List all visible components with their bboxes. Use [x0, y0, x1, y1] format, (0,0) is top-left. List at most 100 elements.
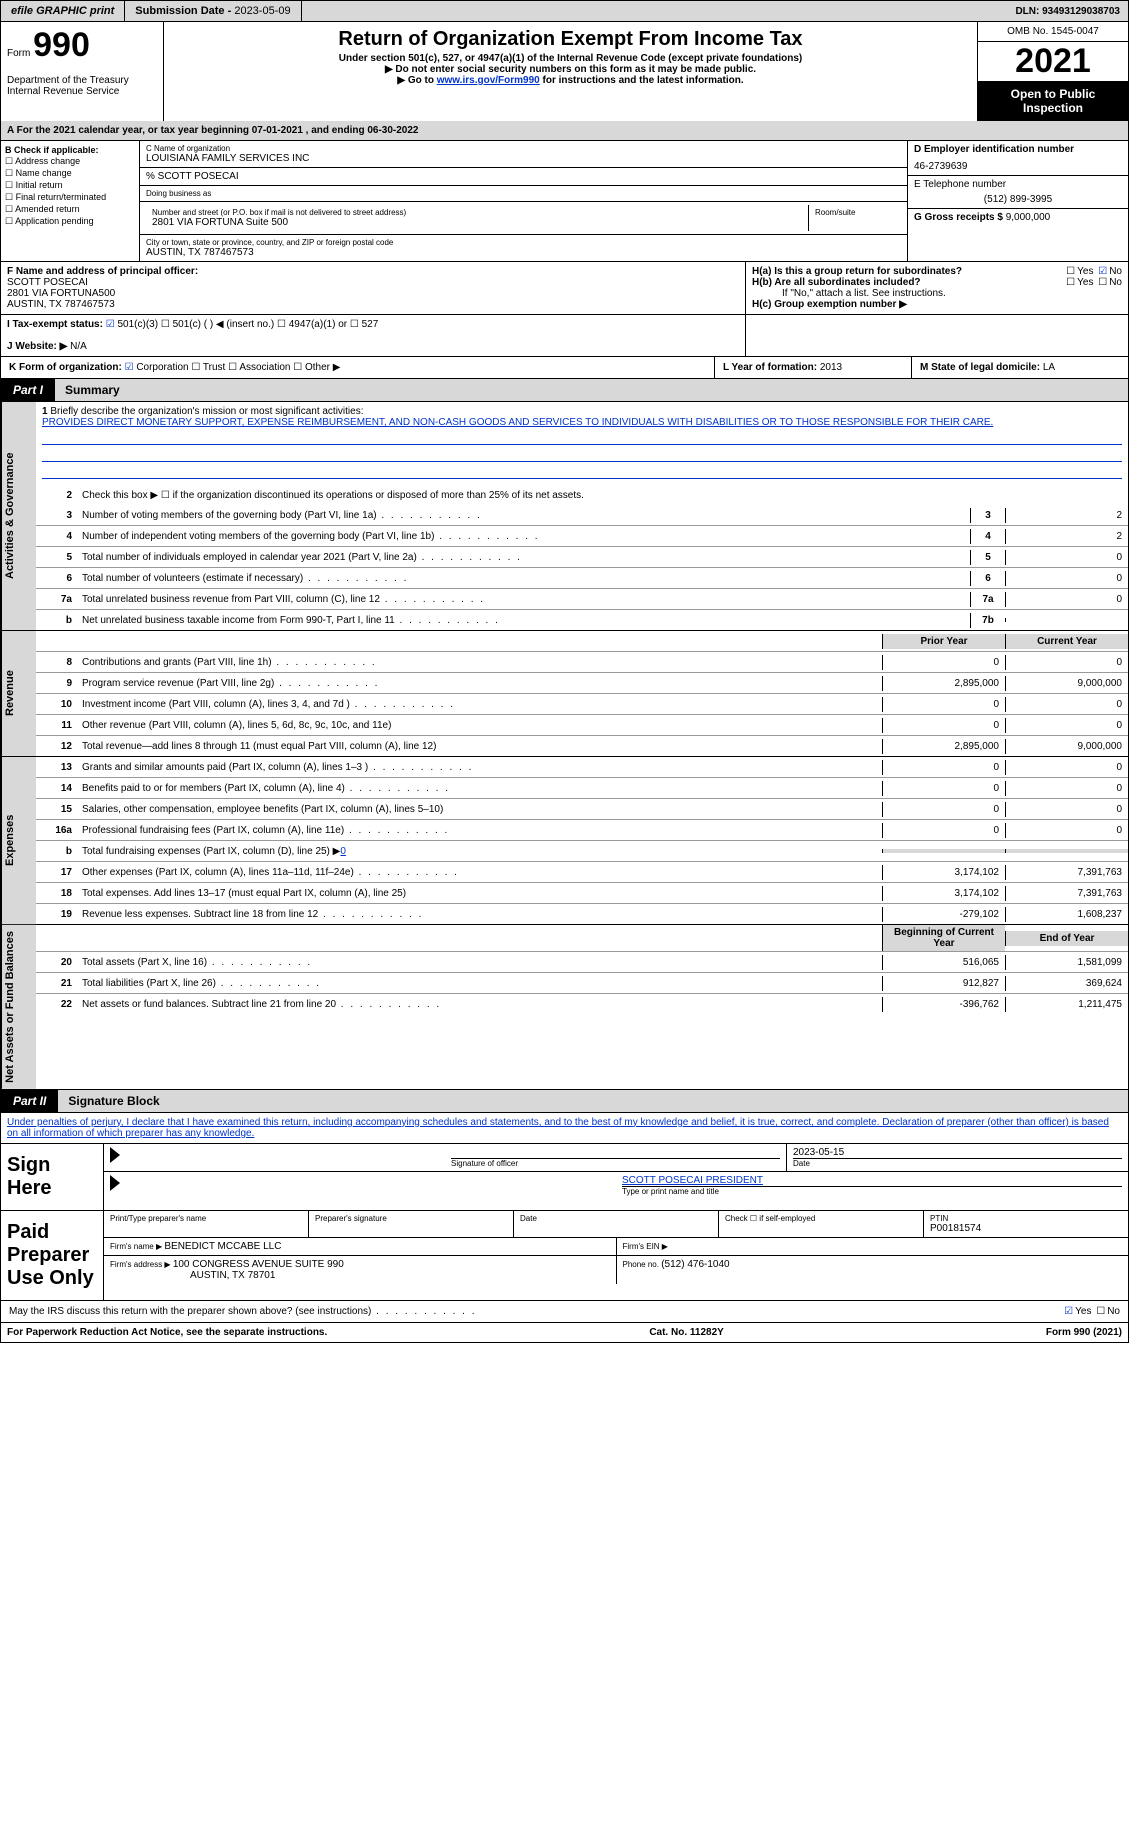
addr-value: 2801 VIA FORTUNA Suite 500	[152, 217, 802, 228]
check-final-return[interactable]: Final return/terminated	[5, 192, 135, 203]
open-to-public: Open to Public Inspection	[978, 81, 1128, 121]
dba-label: Doing business as	[146, 189, 901, 198]
firm-phone-label: Phone no.	[623, 1260, 662, 1269]
firm-ein-label: Firm's EIN ▶	[623, 1242, 668, 1251]
section-c: C Name of organization LOUISIANA FAMILY …	[140, 141, 907, 261]
top-toolbar: efile GRAPHIC print Submission Date - 20…	[0, 0, 1129, 22]
dln-box: DLN: 93493129038703	[1007, 2, 1128, 21]
part2-header: Part II Signature Block	[0, 1090, 1129, 1113]
form-word: Form	[7, 48, 30, 59]
section-k: K Form of organization: Corporation Trus…	[1, 357, 715, 378]
form-ref: Form 990 (2021)	[1046, 1327, 1122, 1338]
officer-addr1: 2801 VIA FORTUNA500	[7, 288, 115, 299]
line12-desc: Total revenue—add lines 8 through 11 (mu…	[78, 739, 882, 754]
net-assets-section: Net Assets or Fund Balances Beginning of…	[0, 925, 1129, 1090]
section-h-cont	[746, 315, 1128, 356]
city-label: City or town, state or province, country…	[146, 238, 901, 247]
self-employed-label[interactable]: Check ☐ if self-employed	[725, 1214, 917, 1223]
line11-desc: Other revenue (Part VIII, column (A), li…	[78, 718, 882, 733]
check-corp[interactable]: Corporation	[125, 362, 189, 373]
check-address-change[interactable]: Address change	[5, 156, 135, 167]
city-value: AUSTIN, TX 787467573	[146, 247, 901, 258]
firm-addr2: AUSTIN, TX 78701	[110, 1270, 275, 1281]
state-domicile-label: M State of legal domicile:	[920, 362, 1043, 373]
check-501c[interactable]: 501(c) ( ) ◀ (insert no.)	[161, 319, 274, 330]
expenses-section: Expenses 13Grants and similar amounts pa…	[0, 757, 1129, 925]
website-value: N/A	[70, 341, 87, 352]
hb-no[interactable]	[1096, 277, 1109, 288]
discuss-no[interactable]	[1094, 1306, 1107, 1317]
mission-blank-line	[42, 430, 1122, 445]
mission-blank-line	[42, 464, 1122, 479]
line5-desc: Total number of individuals employed in …	[78, 550, 970, 565]
check-other[interactable]: Other ▶	[293, 362, 340, 373]
submission-date-box: Submission Date - 2023-05-09	[125, 1, 301, 21]
dln-label: DLN:	[1015, 6, 1042, 17]
line20-desc: Total assets (Part X, line 16)	[78, 955, 882, 970]
line18-desc: Total expenses. Add lines 13–17 (must eq…	[78, 886, 882, 901]
form-header: Form 990 Department of the Treasury Inte…	[0, 22, 1129, 121]
section-f: F Name and address of principal officer:…	[1, 262, 746, 314]
line3-desc: Number of voting members of the governin…	[78, 508, 970, 523]
footer: For Paperwork Reduction Act Notice, see …	[0, 1323, 1129, 1343]
section-b: B Check if applicable: Address change Na…	[1, 141, 140, 261]
discuss-yes[interactable]	[1062, 1306, 1075, 1317]
care-of: % SCOTT POSECAI	[140, 168, 907, 186]
prep-date-label: Date	[520, 1214, 712, 1223]
ha-label: H(a) Is this a group return for subordin…	[752, 266, 962, 277]
check-501c3[interactable]: 501(c)(3)	[106, 319, 158, 330]
form-id-box: Form 990 Department of the Treasury Inte…	[1, 22, 164, 121]
line9-desc: Program service revenue (Part VIII, line…	[78, 676, 882, 691]
part1-title: Summary	[55, 379, 1128, 401]
vtab-activities: Activities & Governance	[1, 402, 36, 630]
form-number: 990	[33, 26, 90, 64]
mission-blank-line	[42, 447, 1122, 462]
sig-date-label: Date	[793, 1158, 1122, 1168]
check-assoc[interactable]: Association	[228, 362, 290, 373]
check-4947[interactable]: 4947(a)(1) or	[277, 319, 347, 330]
section-klm: K Form of organization: Corporation Trus…	[0, 357, 1129, 379]
line17-desc: Other expenses (Part IX, column (A), lin…	[78, 865, 882, 880]
check-application-pending[interactable]: Application pending	[5, 216, 135, 227]
beg-year-header: Beginning of Current Year	[882, 925, 1005, 951]
state-domicile-value: LA	[1043, 362, 1055, 373]
check-amended-return[interactable]: Amended return	[5, 204, 135, 215]
officer-name: SCOTT POSECAI	[7, 277, 88, 288]
check-trust[interactable]: Trust	[191, 362, 225, 373]
check-name-change[interactable]: Name change	[5, 168, 135, 179]
efile-print-button[interactable]: efile GRAPHIC print	[1, 1, 125, 21]
irs-label: Internal Revenue Service	[7, 86, 157, 97]
sig-date-value: 2023-05-15	[793, 1147, 1122, 1158]
firm-addr-label: Firm's address ▶	[110, 1260, 173, 1269]
discuss-text: May the IRS discuss this return with the…	[9, 1306, 477, 1317]
check-initial-return[interactable]: Initial return	[5, 180, 135, 191]
line1-text: Briefly describe the organization's miss…	[50, 406, 363, 417]
cat-no: Cat. No. 11282Y	[649, 1327, 723, 1338]
hc-label: H(c) Group exemption number ▶	[752, 299, 907, 310]
phone-label: E Telephone number	[914, 179, 1122, 190]
line2-text: Check this box ▶ ☐ if the organization d…	[78, 488, 1128, 503]
hb-note: If "No," attach a list. See instructions…	[752, 288, 1122, 299]
info-grid: B Check if applicable: Address change Na…	[0, 141, 1129, 262]
tax-period-row: A For the 2021 calendar year, or tax yea…	[0, 121, 1129, 141]
line4-val: 2	[1005, 529, 1128, 544]
ein-value: 46-2739639	[914, 161, 1122, 172]
ha-no[interactable]	[1096, 266, 1109, 277]
sign-here-block: Sign Here Signature of officer 2023-05-1…	[0, 1144, 1129, 1211]
firm-name-label: Firm's name ▶	[110, 1242, 164, 1251]
hb-yes[interactable]	[1064, 277, 1077, 288]
paid-preparer-block: Paid Preparer Use Only Print/Type prepar…	[0, 1211, 1129, 1301]
org-name: LOUISIANA FAMILY SERVICES INC	[146, 153, 901, 164]
line21-desc: Total liabilities (Part X, line 26)	[78, 976, 882, 991]
line6-desc: Total number of volunteers (estimate if …	[78, 571, 970, 586]
discuss-row: May the IRS discuss this return with the…	[0, 1301, 1129, 1323]
part2-tab: Part II	[1, 1090, 58, 1112]
irs-link[interactable]: www.irs.gov/Form990	[437, 75, 540, 86]
vtab-net-assets: Net Assets or Fund Balances	[1, 925, 36, 1089]
dln-value: 93493129038703	[1042, 6, 1120, 17]
check-527[interactable]: 527	[350, 319, 378, 330]
section-d: D Employer identification number 46-2739…	[907, 141, 1128, 261]
ha-yes[interactable]	[1064, 266, 1077, 277]
period-pre: A For the 2021 calendar year, or tax yea…	[7, 125, 252, 136]
goto-pre: Go to	[408, 75, 437, 86]
